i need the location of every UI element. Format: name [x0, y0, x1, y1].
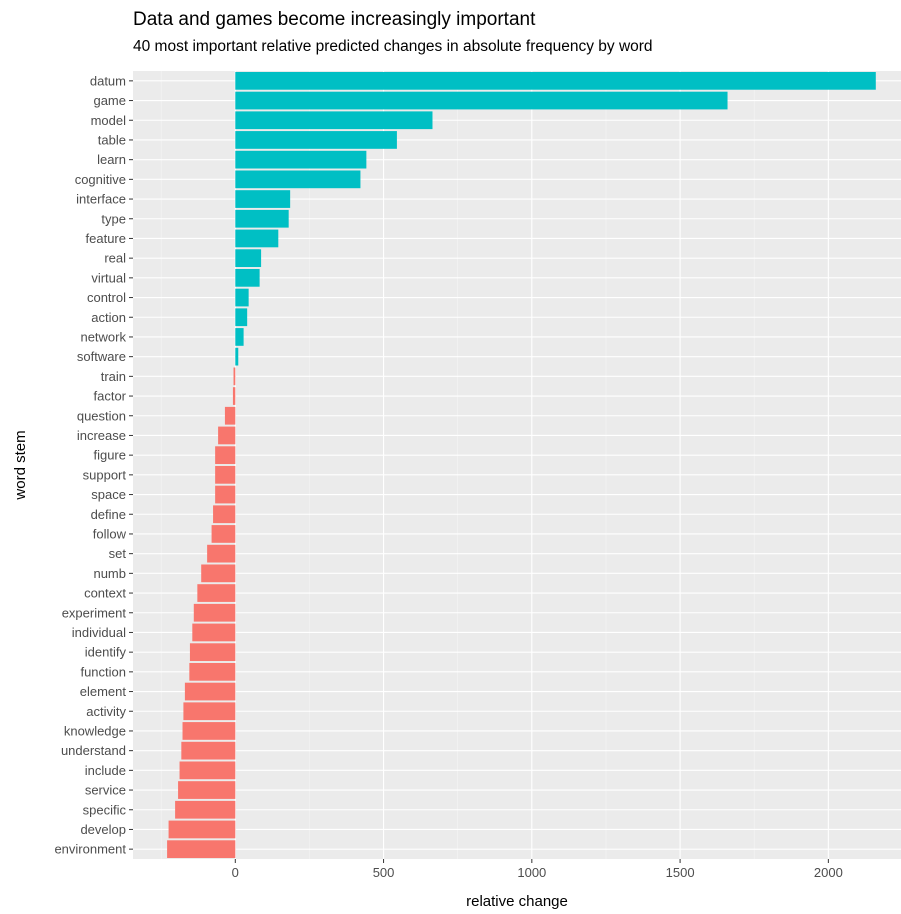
y-tick-label: network — [80, 329, 126, 344]
y-tick-label: element — [80, 684, 127, 699]
bar-type — [235, 209, 289, 228]
y-tick-label: environment — [54, 842, 126, 857]
chart-subtitle: 40 most important relative predicted cha… — [133, 38, 653, 55]
y-tick-label: context — [84, 586, 126, 601]
x-tick-label: 2000 — [814, 865, 843, 880]
x-axis-title: relative change — [466, 893, 568, 910]
bar-network — [235, 328, 244, 346]
y-tick-label: interface — [76, 192, 126, 207]
bar-activity — [183, 702, 236, 721]
bar-identify — [189, 643, 236, 662]
y-tick-label: figure — [93, 448, 126, 463]
y-tick-label: activity — [86, 704, 126, 719]
bar-model — [235, 111, 433, 130]
bar-specific — [175, 800, 236, 819]
bar-table — [235, 131, 397, 149]
x-tick-label: 0 — [232, 865, 239, 880]
y-tick-label: function — [80, 664, 126, 679]
y-tick-label: table — [98, 132, 126, 147]
y-tick-label: train — [101, 369, 126, 384]
bar-numb — [201, 564, 236, 583]
y-tick-label: type — [101, 211, 126, 226]
bar-individual — [192, 623, 236, 642]
plot-panel — [133, 71, 901, 859]
bar-function — [189, 662, 236, 681]
bar-cognitive — [235, 170, 361, 189]
y-tick-label: develop — [80, 822, 126, 837]
x-axis: 0 500 1000 1500 2000 — [232, 859, 843, 880]
y-tick-label: service — [85, 783, 126, 798]
y-tick-label: follow — [93, 526, 127, 541]
x-tick-label: 1000 — [517, 865, 546, 880]
bar-knowledge — [182, 722, 236, 740]
y-tick-label: set — [109, 546, 127, 561]
bar-virtual — [235, 268, 260, 287]
y-tick-label: real — [104, 251, 126, 266]
y-axis: datum game model table learn cognitive interfa… — [54, 73, 133, 857]
bar-factor — [232, 387, 236, 405]
x-tick-label: 1500 — [666, 865, 695, 880]
bar-develop — [168, 820, 236, 839]
bar-datum — [235, 71, 876, 90]
y-tick-label: model — [91, 113, 127, 128]
chart-title: Data and games become increasingly impor… — [133, 9, 536, 30]
bar-experiment — [193, 603, 236, 622]
bar-control — [235, 288, 249, 307]
y-tick-label: identify — [85, 645, 127, 660]
bar-question — [224, 406, 236, 425]
y-tick-label: individual — [72, 625, 126, 640]
bar-game — [235, 91, 728, 110]
y-tick-label: knowledge — [64, 723, 126, 738]
y-tick-label: specific — [83, 802, 127, 817]
bar-understand — [181, 741, 236, 760]
y-tick-label: space — [91, 487, 126, 502]
y-tick-label: feature — [86, 231, 126, 246]
bar-software — [235, 347, 239, 366]
bar-include — [179, 761, 236, 780]
y-tick-label: factor — [93, 389, 126, 404]
y-tick-label: datum — [90, 73, 126, 88]
bar-define — [213, 505, 236, 524]
y-tick-label: support — [83, 467, 127, 482]
bar-element — [184, 682, 236, 701]
bar-set — [207, 544, 236, 563]
y-tick-label: action — [91, 310, 126, 325]
bar-learn — [235, 150, 367, 169]
x-tick-label: 500 — [373, 865, 395, 880]
bar-increase — [218, 426, 236, 445]
bar-space — [215, 485, 236, 504]
y-tick-label: increase — [77, 428, 126, 443]
bar-interface — [235, 190, 291, 208]
bar-follow — [211, 525, 236, 543]
y-tick-label: cognitive — [75, 172, 126, 187]
bar-real — [235, 249, 262, 268]
y-tick-label: question — [77, 408, 126, 423]
y-tick-label: control — [87, 290, 126, 305]
bar-action — [235, 308, 248, 327]
bar-figure — [215, 446, 236, 465]
bar-service — [178, 781, 236, 799]
bar-context — [197, 584, 236, 602]
y-tick-label: game — [93, 93, 126, 108]
bar-support — [215, 465, 236, 484]
y-tick-label: software — [77, 349, 126, 364]
y-tick-label: include — [85, 763, 126, 778]
y-axis-title: word stem — [12, 430, 29, 500]
y-tick-label: understand — [61, 743, 126, 758]
bar-train — [233, 367, 236, 386]
y-tick-label: define — [91, 507, 126, 522]
y-tick-label: numb — [93, 566, 126, 581]
y-tick-label: learn — [97, 152, 126, 167]
bars — [167, 71, 876, 859]
bar-feature — [235, 229, 279, 248]
y-tick-label: experiment — [62, 605, 127, 620]
y-tick-label: virtual — [91, 270, 126, 285]
bar-environment — [167, 840, 236, 859]
